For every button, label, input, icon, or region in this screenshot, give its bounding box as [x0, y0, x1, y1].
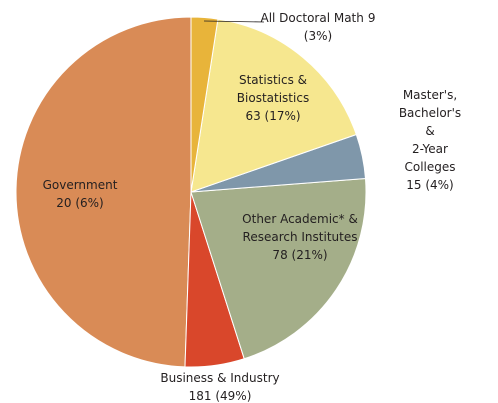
category-label: Government [42, 178, 118, 192]
leader-line [203, 20, 265, 23]
pie-slice [15, 16, 192, 368]
value-label: 9 (3%) [303, 11, 376, 43]
pie-slice [190, 18, 357, 193]
pie-slice [190, 177, 367, 360]
slice-label: Statistics & Biostatistics 63 (17%) [237, 71, 309, 125]
category-label: Business & Industry [160, 371, 280, 385]
value-label: 20 (6%) [56, 196, 104, 210]
category-label: Other Academic* & Research Institutes [242, 212, 358, 244]
slice-label: Business & Industry 181 (49%) [160, 369, 279, 403]
value-label: 15 (4%) [406, 178, 454, 192]
slice-label: Other Academic* & Research Institutes 78 … [242, 210, 358, 264]
category-label: Statistics & Biostatistics [236, 73, 310, 105]
slice-label: Government 20 (6%) [43, 176, 118, 212]
slice-label: All Doctoral Math 9 (3%) [260, 9, 375, 45]
category-label: All Doctoral Math [260, 11, 364, 25]
slice-label: Master's, Bachelor's & 2-Year Colleges 15… [396, 86, 464, 194]
value-label: 63 (17%) [245, 109, 301, 123]
value-label: 181 (49%) [188, 389, 252, 403]
value-label: 78 (21%) [272, 248, 328, 262]
pie-slice [190, 16, 219, 193]
category-label: Master's, Bachelor's & 2-Year Colleges [398, 88, 462, 174]
